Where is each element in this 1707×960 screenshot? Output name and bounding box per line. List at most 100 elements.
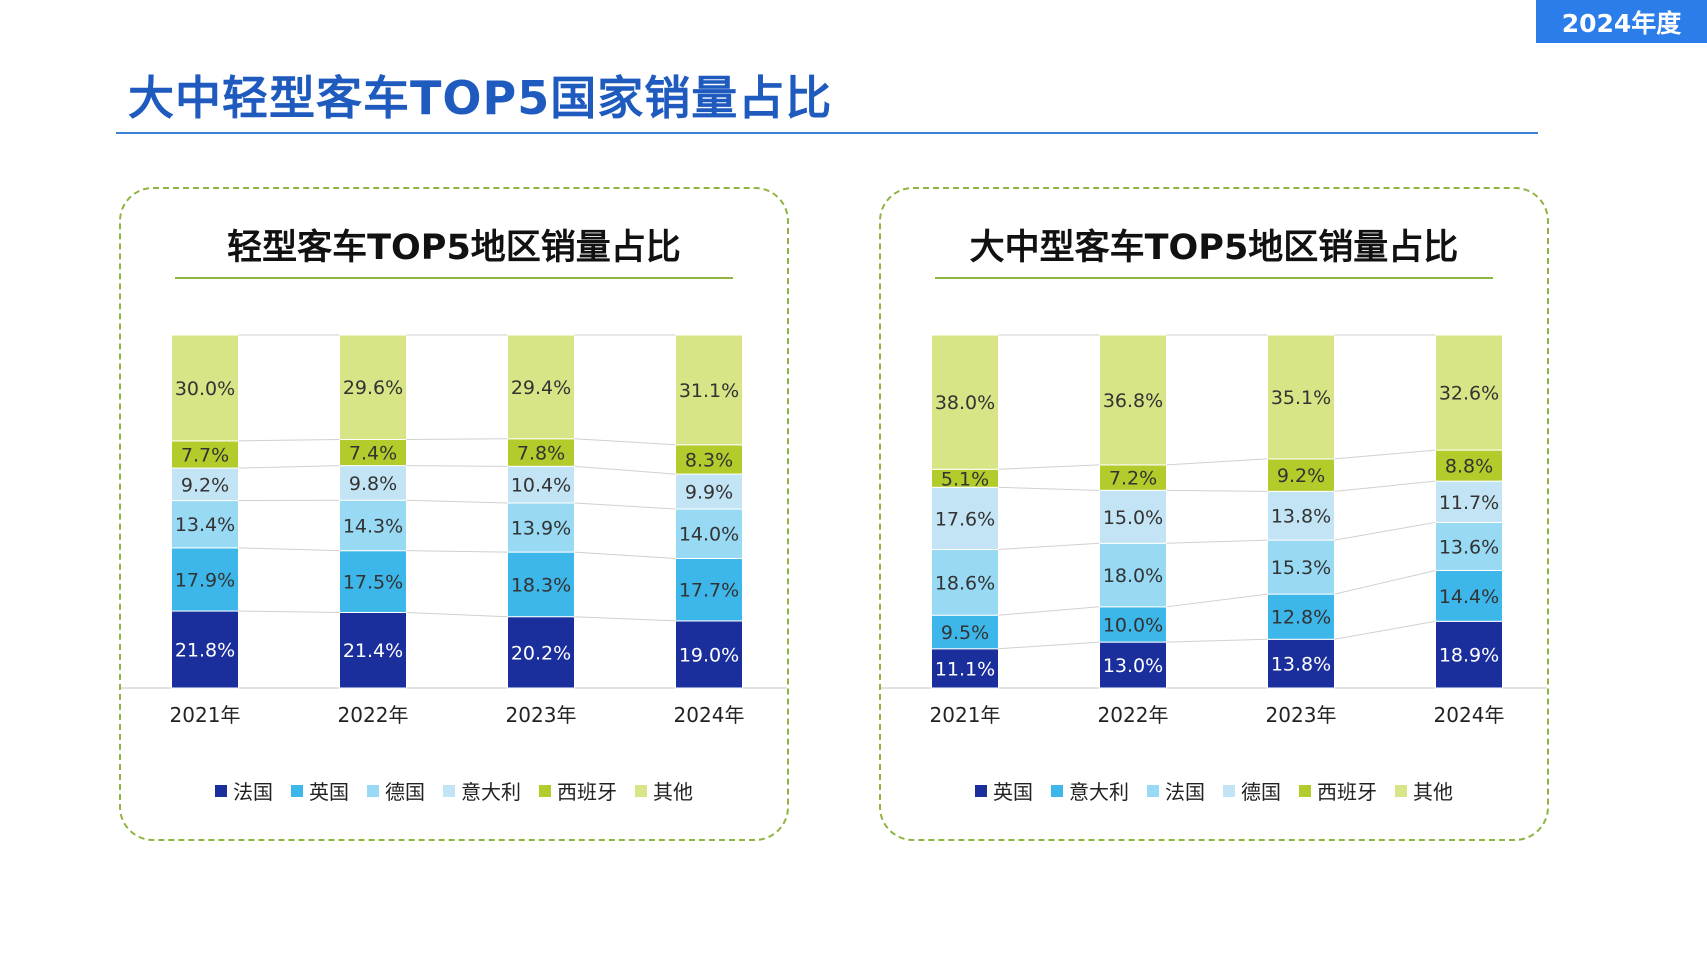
data-label: 10.4%: [511, 475, 571, 497]
data-label: 18.6%: [935, 572, 995, 594]
series-connector-line: [998, 464, 1100, 470]
bar-segment: [675, 473, 743, 510]
page-title: 大中轻型客车TOP5国家销量占比: [128, 71, 833, 125]
data-label: 13.8%: [1271, 654, 1331, 676]
medium-large-bus-chart-panel: 大中型客车TOP5地区销量占比 11.1% 13.0% 13.8% 18.9% 9.5%…: [879, 187, 1549, 841]
stacked-bar-chart: 11.1% 13.0% 13.8% 18.9% 9.5% 10.0% 12.8% 14.4% 1…: [881, 334, 1547, 727]
bar-segment: [1435, 620, 1503, 689]
legend-item: 意大利: [443, 776, 521, 805]
series-connector-line: [1334, 449, 1436, 460]
data-label: 18.9%: [1439, 645, 1499, 667]
bar-segment: [675, 620, 743, 689]
legend-item: 英国: [291, 776, 349, 805]
series-connector-line: [1166, 539, 1268, 544]
data-label: 17.9%: [175, 569, 235, 591]
data-label: 14.3%: [343, 515, 403, 537]
series-connector-line: [1334, 620, 1436, 640]
x-tick-label: 2024年: [674, 703, 745, 727]
data-label: 17.7%: [679, 580, 739, 602]
data-label: 9.8%: [349, 473, 397, 495]
data-label: 13.8%: [1271, 506, 1331, 528]
series-connector-line: [998, 486, 1100, 491]
legend-item: 英国: [975, 776, 1033, 805]
data-label: 30.0%: [175, 378, 235, 400]
chart-title-divider: [935, 277, 1493, 279]
data-label: 13.0%: [1103, 655, 1163, 677]
series-connector-line: [998, 606, 1100, 616]
data-label: 13.6%: [1439, 536, 1499, 558]
bar-segment: [1267, 593, 1335, 640]
bar-segment: [1099, 641, 1167, 689]
bar-segment: [507, 334, 575, 440]
legend-swatch: [539, 784, 551, 797]
year-badge: 2024年度: [1536, 0, 1707, 43]
legend-swatch: [1223, 784, 1235, 797]
legend-item: 其他: [1395, 776, 1453, 805]
series-connector-line: [998, 542, 1100, 550]
legend-swatch: [1051, 784, 1063, 797]
series-connector-line: [1334, 480, 1436, 492]
bar-segment: [675, 444, 743, 475]
title-divider: [116, 132, 1538, 134]
bar-segment: [1267, 539, 1335, 595]
bar-segment: [931, 548, 999, 616]
bar-segment: [339, 334, 407, 440]
data-label: 31.1%: [679, 380, 739, 402]
legend-label: 西班牙: [1317, 780, 1377, 804]
data-label: 11.1%: [935, 658, 995, 680]
chart-legend: 英国 意大利 法国 德国 西班牙 其他: [881, 776, 1547, 805]
bar-segment: [931, 614, 999, 650]
data-label: 21.4%: [343, 640, 403, 662]
data-label: 36.8%: [1103, 390, 1163, 412]
legend-label: 德国: [1241, 780, 1281, 804]
legend-item: 法国: [215, 776, 273, 805]
data-label: 10.0%: [1103, 614, 1163, 636]
data-label: 15.3%: [1271, 557, 1331, 579]
series-connector-line: [406, 438, 508, 440]
data-label: 35.1%: [1271, 387, 1331, 409]
bar-segment: [171, 440, 239, 469]
legend-label: 德国: [385, 780, 425, 804]
data-label: 20.2%: [511, 642, 571, 664]
series-connector-line: [1334, 521, 1436, 541]
series-connector-line: [574, 502, 676, 510]
bar-segment: [171, 500, 239, 549]
data-label: 38.0%: [935, 392, 995, 414]
data-label: 7.8%: [517, 443, 565, 465]
legend-label: 其他: [653, 780, 693, 804]
x-tick-label: 2023年: [506, 703, 577, 727]
data-label: 29.6%: [343, 377, 403, 399]
legend-swatch: [291, 784, 303, 797]
bar-segment: [339, 550, 407, 613]
bar-segment: [507, 465, 575, 504]
bar-segment: [1267, 490, 1335, 541]
legend-item: 德国: [1223, 776, 1281, 805]
series-connector-line: [1166, 593, 1268, 608]
legend-label: 意大利: [1069, 780, 1129, 804]
legend-label: 其他: [1413, 780, 1453, 804]
series-connector-line: [238, 547, 340, 552]
light-bus-chart-panel: 轻型客车TOP5地区销量占比 21.8% 21.4% 20.2% 19.0% 17.9%…: [119, 187, 789, 841]
legend-item: 其他: [635, 776, 693, 805]
legend-label: 意大利: [461, 780, 521, 804]
series-connector-line: [574, 438, 676, 446]
chart-title: 大中型客车TOP5地区销量占比: [969, 228, 1459, 268]
data-label: 7.4%: [349, 443, 397, 465]
series-connector-line: [406, 499, 508, 504]
series-connector-line: [1166, 638, 1268, 643]
series-connector-line: [406, 611, 508, 618]
data-label: 7.7%: [181, 444, 229, 466]
bar-segment: [339, 499, 407, 552]
series-connector-line: [238, 438, 340, 442]
stacked-bar-chart: 21.8% 21.4% 20.2% 19.0% 17.9% 17.5% 18.3% 17.7%…: [121, 334, 787, 727]
series-connector-line: [998, 641, 1100, 650]
legend-item: 意大利: [1051, 776, 1129, 805]
data-label: 11.7%: [1439, 492, 1499, 514]
legend-swatch: [1299, 784, 1311, 797]
data-label: 12.8%: [1271, 607, 1331, 629]
bar-segment: [1099, 542, 1167, 608]
series-connector-line: [406, 550, 508, 553]
x-tick-label: 2022年: [1098, 703, 1169, 727]
bar-segment: [507, 502, 575, 553]
data-label: 18.3%: [511, 574, 571, 596]
